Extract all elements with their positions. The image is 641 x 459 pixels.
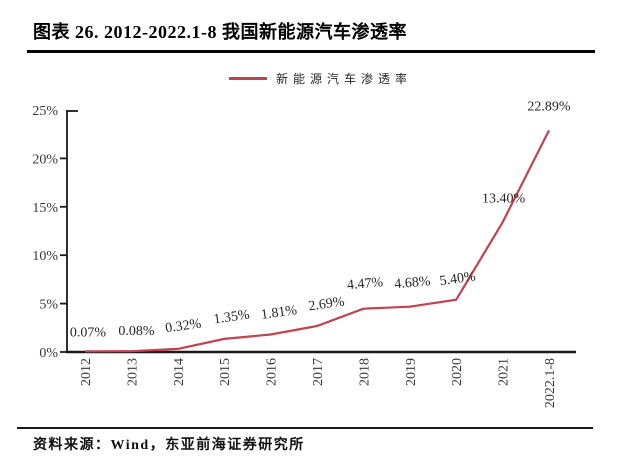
x-tick-label: 2013 <box>125 358 140 386</box>
point-label: 0.32% <box>164 316 202 336</box>
point-label: 1.35% <box>213 307 251 327</box>
x-tick-label: 2019 <box>404 358 419 386</box>
y-tick-label: 5% <box>39 298 58 313</box>
point-label: 1.81% <box>260 303 298 323</box>
chart-legend: 新能源汽车渗透率 <box>0 70 641 87</box>
x-tick-label: 2012 <box>79 358 94 386</box>
legend-line-marker <box>228 77 267 80</box>
y-tick-label: 25% <box>32 104 58 119</box>
figure-title: 图表 26. 2012-2022.1-8 我国新能源汽车渗透率 <box>33 22 407 42</box>
x-tick-label: 2021 <box>497 358 512 386</box>
data-source-note: 资料来源：Wind，东亚前海证券研究所 <box>33 438 305 453</box>
point-label: 0.07% <box>70 325 107 340</box>
point-label: 4.47% <box>346 275 384 293</box>
x-tick-label: 2016 <box>265 358 280 386</box>
y-tick-label: 0% <box>39 346 58 361</box>
y-tick-label: 15% <box>32 201 58 216</box>
point-label: 4.68% <box>394 274 432 292</box>
x-tick-label: 2014 <box>172 358 187 386</box>
x-tick-label: 2015 <box>218 358 233 386</box>
y-tick-label: 10% <box>32 249 58 264</box>
y-tick-label: 20% <box>32 152 58 167</box>
x-tick-label: 2022.1-8 <box>543 358 558 408</box>
point-label: 22.89% <box>527 99 571 114</box>
legend-label: 新能源汽车渗透率 <box>275 72 412 86</box>
x-tick-label: 2018 <box>357 358 372 386</box>
x-tick-label: 2020 <box>450 358 465 386</box>
point-label: 5.40% <box>439 269 477 289</box>
point-label: 13.40% <box>482 191 526 206</box>
title-underline <box>27 50 595 53</box>
footer-divider <box>17 427 593 429</box>
point-label: 2.69% <box>308 295 346 315</box>
point-label: 0.08% <box>118 324 155 339</box>
penetration-rate-line <box>84 129 550 353</box>
x-tick-label: 2017 <box>311 358 326 386</box>
